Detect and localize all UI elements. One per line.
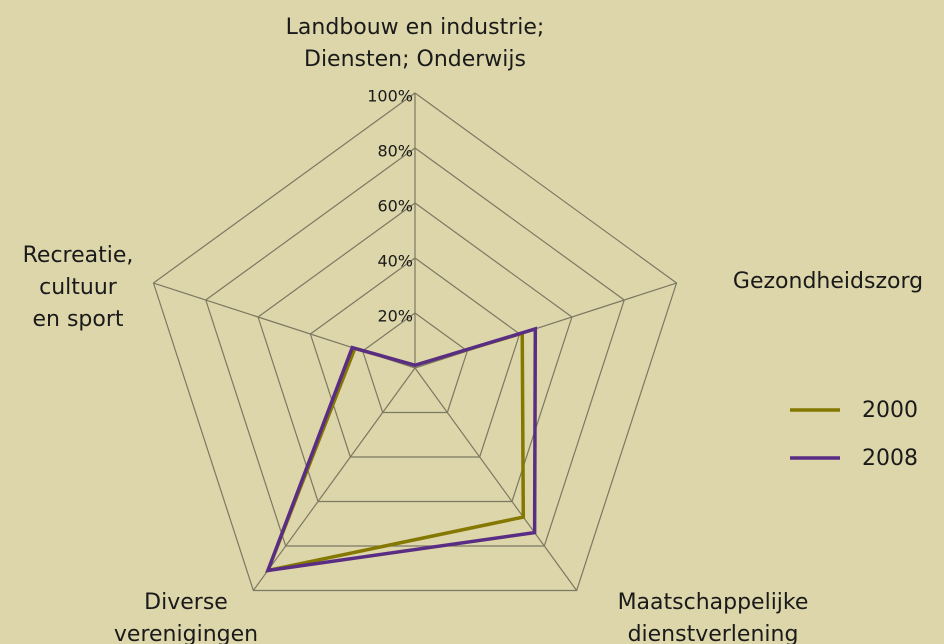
series-line xyxy=(265,330,526,573)
grid-line xyxy=(309,257,521,458)
y-tick-label: 20% xyxy=(377,307,413,326)
category-label: cultuur xyxy=(39,275,118,300)
category-label: verenigingen xyxy=(114,622,258,644)
legend-label: 2008 xyxy=(862,446,918,471)
y-tick-label: 100% xyxy=(367,87,413,106)
y-tick-label: 40% xyxy=(377,252,413,271)
grid-line xyxy=(152,92,678,592)
spoke xyxy=(414,367,578,591)
category-label: Diverse xyxy=(144,590,228,615)
category-label: Maatschappelijke xyxy=(618,590,809,615)
grid-line xyxy=(257,202,573,503)
category-label: en sport xyxy=(32,307,123,332)
spoke xyxy=(252,367,416,591)
category-label: dienstverlening xyxy=(628,622,799,644)
y-tick-label: 60% xyxy=(377,197,413,216)
legend-label: 2000 xyxy=(862,398,918,423)
category-label: Recreatie, xyxy=(23,243,134,268)
grid-line xyxy=(205,147,625,547)
series-line xyxy=(265,326,538,573)
grid-line xyxy=(361,312,469,414)
y-tick-label: 80% xyxy=(377,142,413,161)
category-label: Gezondheidszorg xyxy=(733,269,923,294)
category-label: Landbouw en industrie; xyxy=(286,15,545,40)
category-label: Diensten; Onderwijs xyxy=(304,47,526,72)
